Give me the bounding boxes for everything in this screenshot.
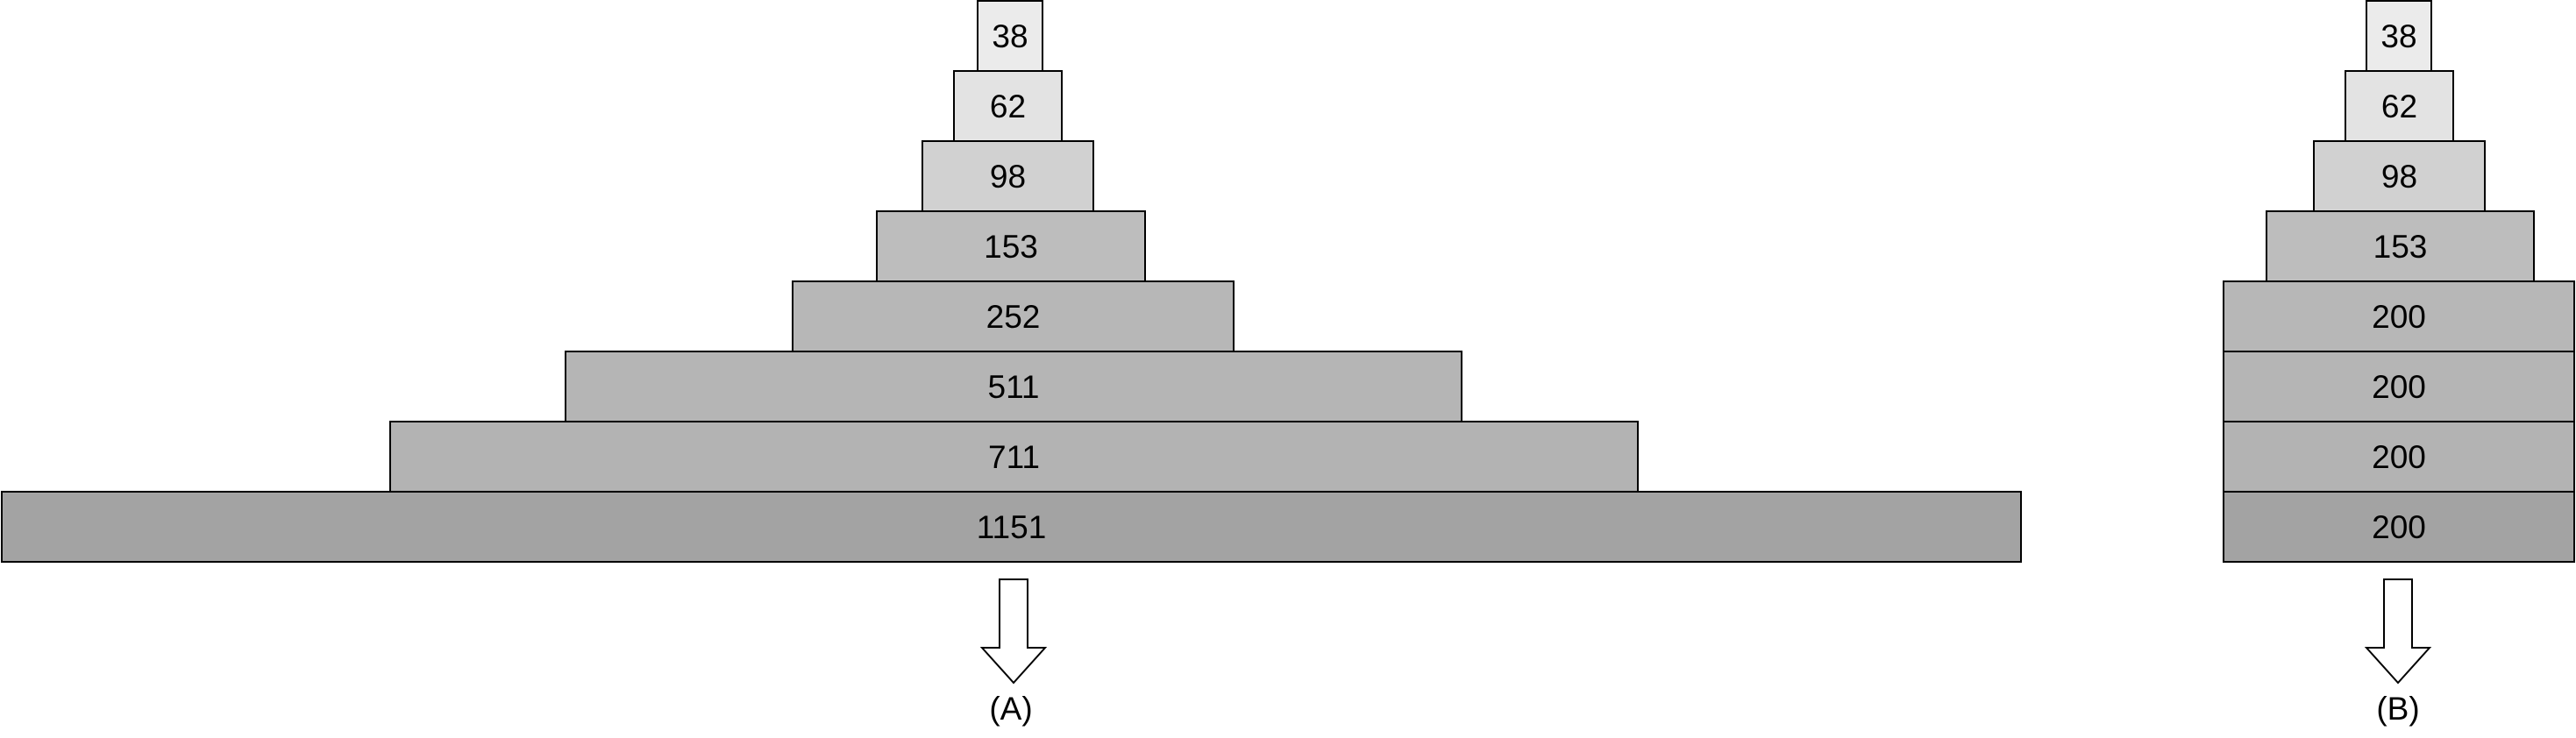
block-511: 511: [565, 351, 1462, 422]
down-arrow-icon: [2364, 578, 2432, 685]
block-200: 200: [2223, 280, 2575, 352]
block-62: 62: [2345, 70, 2454, 142]
block-1151: 1151: [1, 491, 2022, 563]
block-711: 711: [389, 421, 1639, 493]
block-153: 153: [876, 210, 1146, 282]
block-200: 200: [2223, 491, 2575, 563]
block-62: 62: [953, 70, 1063, 142]
down-arrow-icon: [979, 578, 1048, 685]
block-38: 38: [2366, 0, 2432, 72]
block-200: 200: [2223, 351, 2575, 422]
block-252: 252: [792, 280, 1235, 352]
caption-a: (A): [989, 691, 1033, 727]
block-153: 153: [2266, 210, 2535, 282]
block-98: 98: [2313, 140, 2486, 212]
block-98: 98: [922, 140, 1094, 212]
block-200: 200: [2223, 421, 2575, 493]
block-38: 38: [977, 0, 1043, 72]
caption-b: (B): [2376, 691, 2420, 727]
